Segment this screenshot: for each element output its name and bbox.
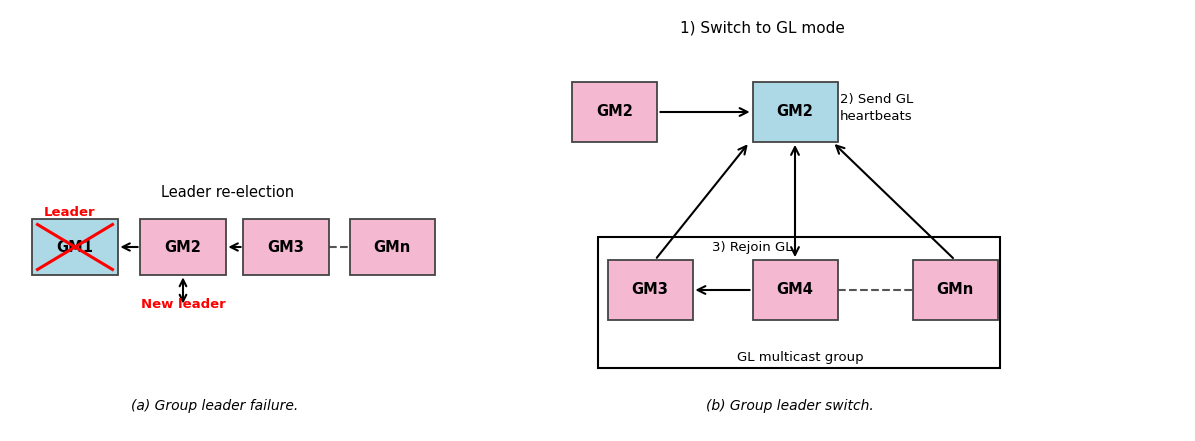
Text: (b) Group leader switch.: (b) Group leader switch.: [706, 399, 874, 413]
FancyBboxPatch shape: [32, 220, 117, 274]
Text: GM2: GM2: [596, 105, 633, 120]
Text: (a) Group leader failure.: (a) Group leader failure.: [131, 399, 299, 413]
FancyBboxPatch shape: [244, 220, 329, 274]
FancyBboxPatch shape: [753, 82, 838, 142]
FancyBboxPatch shape: [572, 82, 657, 142]
Text: GM3: GM3: [268, 239, 305, 254]
Text: GMn: GMn: [373, 239, 411, 254]
Text: New leader: New leader: [141, 299, 226, 311]
Text: 1) Switch to GL mode: 1) Switch to GL mode: [680, 20, 845, 35]
Text: GM1: GM1: [56, 239, 93, 254]
Text: GM2: GM2: [165, 239, 202, 254]
Text: GL multicast group: GL multicast group: [736, 351, 863, 365]
Text: GMn: GMn: [937, 283, 974, 298]
Text: Leader re-election: Leader re-election: [161, 184, 294, 199]
FancyBboxPatch shape: [753, 260, 838, 320]
FancyBboxPatch shape: [607, 260, 692, 320]
FancyBboxPatch shape: [913, 260, 998, 320]
FancyBboxPatch shape: [349, 220, 435, 274]
Text: 3) Rejoin GL: 3) Rejoin GL: [712, 242, 792, 254]
Text: GM3: GM3: [632, 283, 668, 298]
Text: 2) Send GL
heartbeats: 2) Send GL heartbeats: [840, 93, 913, 123]
Text: Leader: Leader: [44, 206, 96, 218]
Text: GM4: GM4: [777, 283, 814, 298]
FancyBboxPatch shape: [598, 237, 1000, 368]
Text: GM2: GM2: [777, 105, 814, 120]
FancyBboxPatch shape: [141, 220, 226, 274]
